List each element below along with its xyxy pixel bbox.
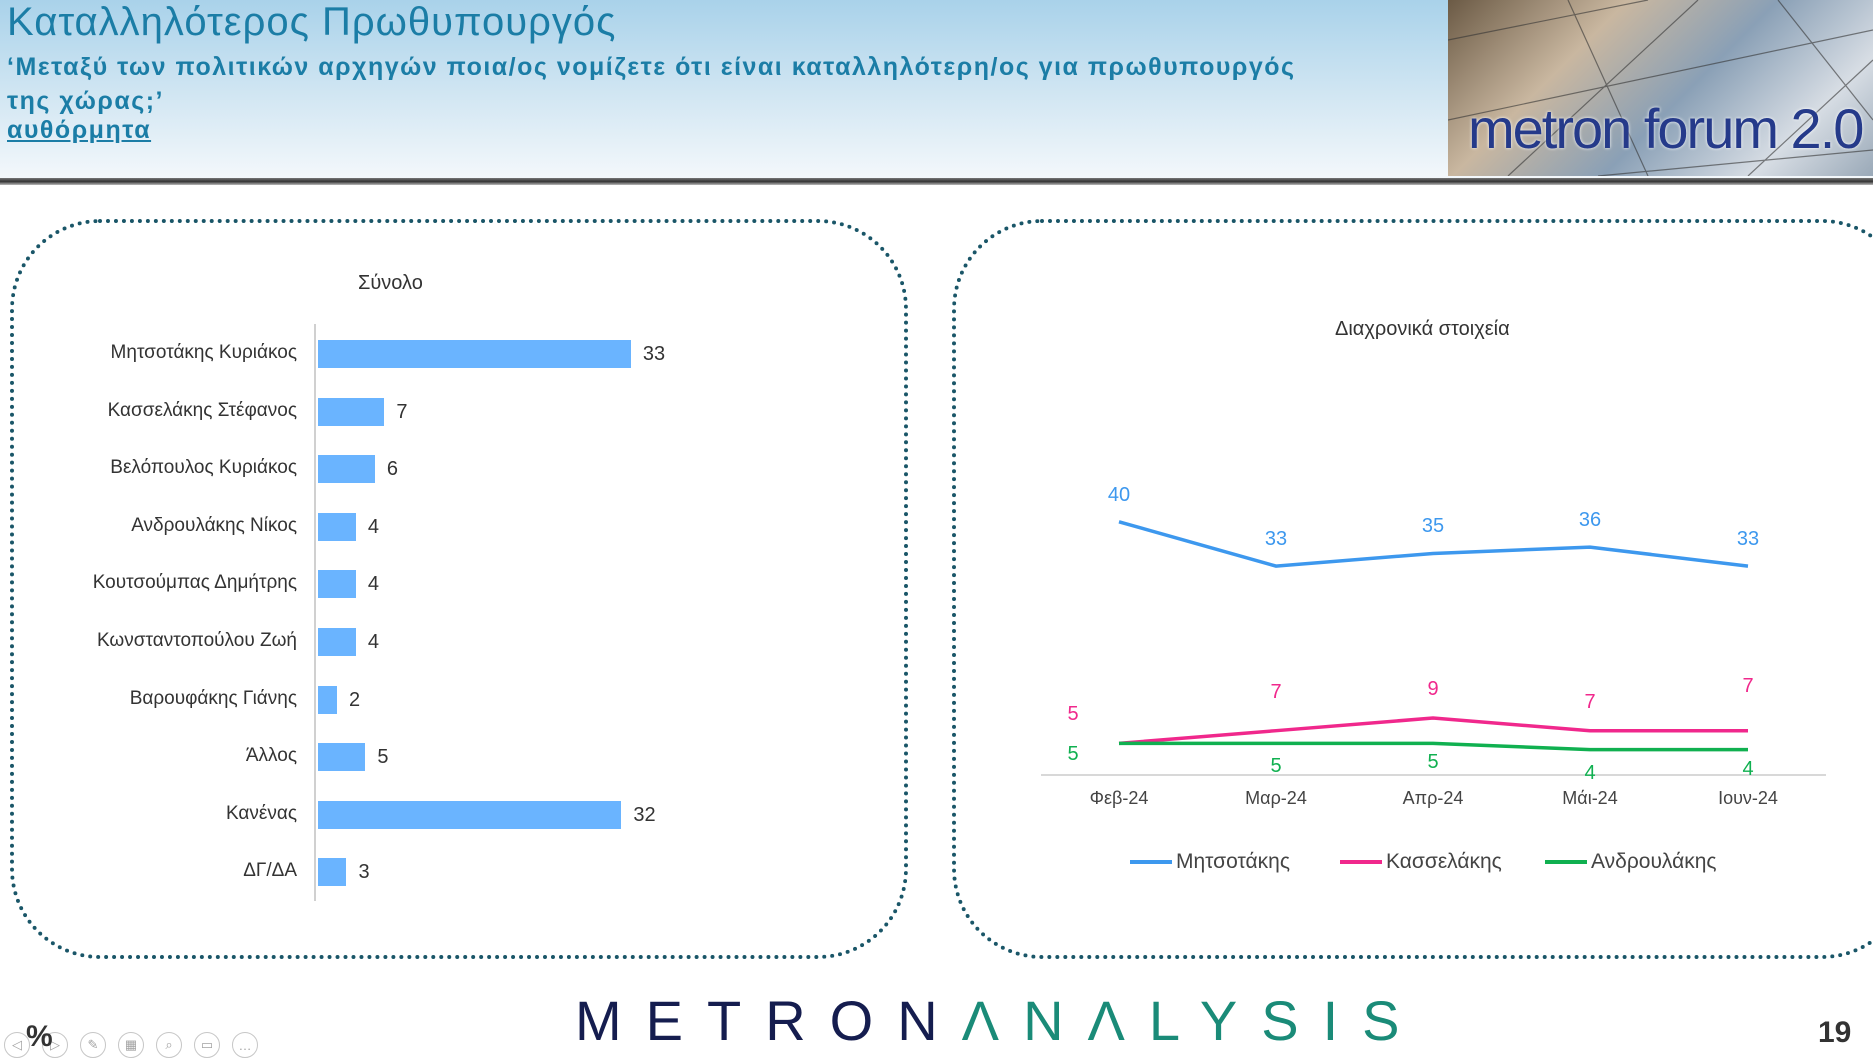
legend-swatch [1545, 860, 1587, 864]
page-number: 19 [1818, 1016, 1852, 1049]
bar-value-label: 5 [377, 746, 389, 769]
bar-value-label: 4 [367, 631, 380, 653]
zoom-icon[interactable]: ⌕ [156, 1032, 182, 1058]
percent-symbol: % [26, 1020, 53, 1053]
data-label: 36 [1578, 509, 1602, 532]
line-chart-title: Διαχρονικά στοιχεία [1335, 318, 1510, 340]
bar-value-label: 7 [396, 400, 408, 423]
legend-label: Μητσοτάκης [1176, 850, 1290, 873]
trend-panel [952, 219, 1873, 959]
data-label: 5 [1270, 755, 1282, 778]
bar-category-label: Βελόπουλος Κυριάκος [110, 457, 297, 479]
x-tick-label: Μάι-24 [1562, 788, 1618, 808]
bar [318, 512, 356, 541]
logo-part-1: METRON [575, 989, 962, 1052]
note-text: αυθόρμητα [7, 116, 152, 144]
bar-category-label: Κανένας [225, 802, 297, 824]
data-label: 5 [1427, 751, 1439, 774]
bar [318, 800, 622, 829]
legend-swatch [1130, 860, 1172, 864]
bar [318, 628, 356, 656]
bar [318, 340, 631, 368]
bar-axis [314, 324, 316, 901]
x-tick-label: Μαρ-24 [1245, 788, 1307, 808]
bar [318, 743, 366, 772]
logo-part-2: ΛNΛLYSIS [961, 989, 1424, 1052]
bar [318, 858, 347, 887]
camera-icon[interactable]: ▭ [194, 1032, 220, 1058]
legend-item: Κασσελάκης [1340, 850, 1502, 874]
legend-label: Ανδρουλάκης [1591, 850, 1717, 873]
bar-value-label: 33 [642, 343, 666, 365]
legend-label: Κασσελάκης [1386, 850, 1502, 873]
metron-analysis-logo: METRONΛNΛLYSIS [575, 988, 1424, 1053]
slideshow-toolbar: ◁ ▷ ✎ ▦ ⌕ ▭ … [4, 1032, 258, 1058]
bar [318, 685, 337, 714]
bar-category-label: Ανδρουλάκης Νίκος [131, 514, 297, 536]
bar-value-label: 2 [348, 688, 361, 711]
data-label: 33 [1736, 528, 1760, 551]
data-label: 4 [1584, 761, 1596, 784]
bar-category-label: Μητσοτάκης Κυριάκος [110, 342, 297, 363]
legend-swatch [1340, 860, 1382, 864]
bar-category-label: Βαρουφάκης Γιάνης [129, 687, 297, 709]
bar-category-label: Κουτσούμπας Δημήτρης [92, 572, 297, 594]
data-label: 9 [1427, 678, 1439, 701]
data-label: 4 [1742, 757, 1754, 780]
bar-category-label: Κωνσταντοπούλου Ζωή [96, 630, 297, 651]
data-label: 5 [1067, 703, 1079, 726]
data-label: 7 [1270, 680, 1282, 703]
bar-category-label: Κασσελάκης Στέφανος [107, 399, 297, 421]
bar-chart-title: Σύνολο [358, 272, 423, 294]
header-divider [0, 178, 1873, 185]
bar [318, 397, 385, 426]
bar-value-label: 3 [358, 861, 370, 884]
legend-item: Ανδρουλάκης [1545, 850, 1717, 874]
data-label: 7 [1742, 674, 1754, 697]
series-line-2 [1119, 741, 1748, 752]
bar-category-label: Άλλος [245, 745, 297, 767]
pen-icon[interactable]: ✎ [80, 1032, 106, 1058]
data-label: 5 [1067, 743, 1079, 766]
bar-value-label: 4 [367, 515, 380, 538]
bar-value-label: 32 [633, 803, 656, 826]
bar [318, 570, 356, 599]
series-line-1 [1118, 716, 1748, 746]
data-label: 7 [1584, 690, 1596, 713]
legend-item: Μητσοτάκης [1130, 850, 1290, 874]
bar [318, 455, 375, 484]
page-title: Καταλληλότερος Πρωθυπουργός [7, 0, 617, 44]
x-tick-label: Ιουν-24 [1718, 788, 1778, 808]
metron-forum-banner: metron forum 2.0 [1448, 0, 1873, 176]
question-text: ‘Μεταξύ των πολιτικών αρχηγών ποια/ος νο… [7, 53, 1296, 115]
data-label: 35 [1421, 515, 1445, 538]
forum-logo-text: metron forum 2.0 [1468, 97, 1864, 160]
more-icon[interactable]: … [232, 1032, 258, 1058]
x-tick-label: Φεβ-24 [1089, 788, 1149, 808]
bar-category-label: ΔΓ/ΔΑ [243, 860, 297, 882]
series-line-0 [1118, 520, 1749, 568]
next-icon[interactable]: ▷ [42, 1032, 68, 1058]
total-panel [10, 219, 908, 959]
x-tick-label: Απρ-24 [1402, 788, 1464, 808]
data-label: 40 [1107, 483, 1131, 506]
bar-value-label: 6 [386, 458, 398, 481]
slides-icon[interactable]: ▦ [118, 1032, 144, 1058]
previous-icon[interactable]: ◁ [4, 1032, 30, 1058]
bar-value-label: 4 [367, 573, 380, 596]
data-label: 33 [1264, 528, 1288, 551]
